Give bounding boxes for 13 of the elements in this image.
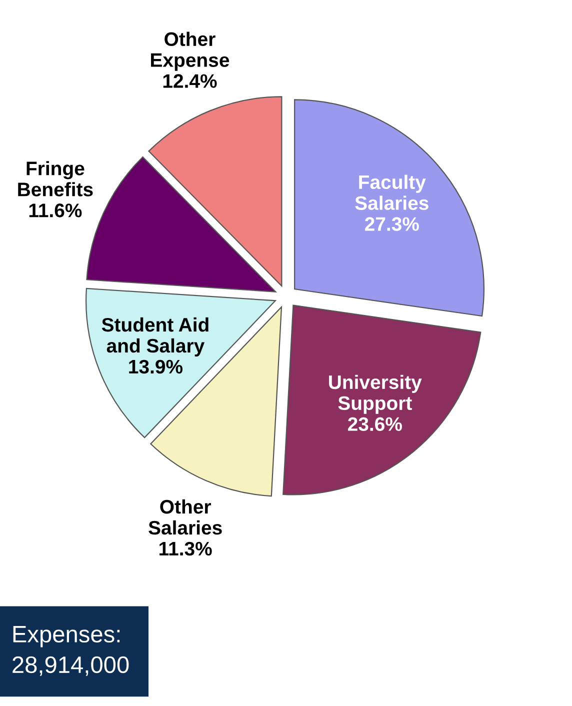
slice-label: University Support bbox=[329, 374, 422, 414]
data-label: 12.4% bbox=[163, 74, 217, 88]
slice-label: Fringe Benefits bbox=[18, 161, 93, 196]
data-label: 23.6% bbox=[348, 417, 402, 432]
data-label: 27.3% bbox=[365, 217, 419, 231]
slice-label: Other Expense bbox=[151, 32, 230, 71]
slice-label: Student Aid and Salary bbox=[102, 317, 208, 356]
slice-label: Faculty Salaries bbox=[355, 174, 428, 210]
data-label: 11.3% bbox=[160, 542, 212, 556]
data-label: 13.9% bbox=[129, 360, 183, 374]
slice-label: Other Salaries bbox=[148, 499, 222, 535]
text: Expenses: 28,914,000 bbox=[12, 626, 129, 676]
data-label: 11.6% bbox=[29, 204, 82, 218]
